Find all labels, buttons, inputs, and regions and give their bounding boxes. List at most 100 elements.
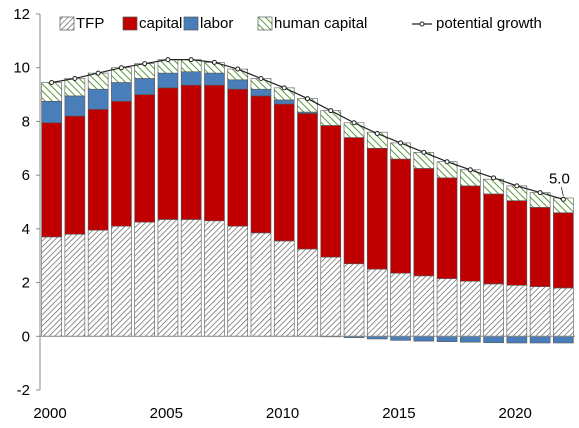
bar-human-capital-2019 [483,178,504,195]
legend-label-labor: labor [200,15,233,32]
bar-labor-2021 [529,335,551,344]
bar-tfp-2010 [273,240,295,337]
bar-labor-2002 [87,88,109,110]
legend-swatch-human-capital [257,16,273,31]
bar-labor-2003 [111,82,132,102]
potential-growth-point-2003 [118,65,124,71]
bar-capital-2002 [87,109,109,231]
bar-tfp-2019 [483,283,504,337]
bar-capital-2004 [134,94,155,223]
bar-capital-2007 [204,84,225,222]
bar-tfp-2002 [87,229,109,337]
bar-tfp-2015 [390,272,411,337]
potential-growth-layer: 5.0 [49,57,570,202]
bar-tfp-2013 [343,263,365,337]
bar-tfp-2012 [320,256,342,337]
bar-labor-2018 [460,335,481,343]
bar-labor-2019 [483,335,504,344]
bar-tfp-2011 [297,248,318,337]
bar-tfp-2021 [529,286,551,337]
potential-growth-point-2019 [491,175,497,181]
bar-labor-2001 [64,95,86,117]
annotation-label: 5.0 [549,170,570,187]
potential-growth-point-2007 [211,59,217,65]
bar-tfp-2018 [460,280,481,337]
bar-labor-2006 [180,71,202,86]
bar-tfp-2016 [413,275,435,337]
x-tick-label: 2015 [382,405,415,422]
bar-tfp-2020 [506,284,528,337]
bar-capital-2003 [111,100,132,227]
bar-capital-2001 [64,115,86,235]
potential-growth-point-2013 [351,120,357,126]
potential-growth-point-2018 [467,167,473,173]
bar-labor-2010 [273,99,295,105]
potential-growth-point-2008 [235,66,241,72]
y-tick-label: 12 [13,6,30,23]
bar-labor-2004 [134,78,155,95]
y-tick-label: 8 [22,113,30,130]
bar-human-capital-2001 [64,78,86,97]
y-tick-label: 10 [13,60,30,77]
bar-capital-2009 [250,95,272,234]
potential-growth-point-2020 [514,183,520,189]
bar-tfp-2009 [250,232,272,337]
bar-capital-2021 [529,207,551,287]
bar-tfp-2004 [134,221,155,337]
bar-tfp-2001 [64,233,86,337]
bar-tfp-2017 [436,278,458,337]
bar-capital-2000 [41,122,62,238]
potential-growth-point-2000 [49,79,55,85]
legend-swatch-capital [122,16,138,31]
bar-labor-2015 [390,335,411,341]
y-tick-label: 2 [22,275,30,292]
legend: TFP capital labor human capital potential gr… [59,15,542,32]
bar-labor-2009 [250,88,272,97]
bar-tfp-2006 [180,219,202,337]
legend-swatch-labor [183,16,199,31]
bar-labor-2008 [227,79,249,90]
potential-growth-point-2014 [374,131,380,137]
bar-capital-2020 [506,200,528,286]
bar-capital-2012 [320,125,342,258]
legend-label-potential-growth: potential growth [436,15,542,32]
bar-labor-2000 [41,100,62,124]
bar-capital-2010 [273,103,295,242]
potential-growth-point-2016 [421,149,427,155]
y-tick-label: 6 [22,167,30,184]
bar-capital-2006 [180,84,202,220]
bar-labor-2017 [436,335,458,342]
bar-labor-2020 [506,335,528,344]
potential-growth-point-2009 [258,75,264,81]
legend-label-tfp: TFP [76,15,104,32]
potential-growth-point-2021 [537,190,543,196]
legend-swatch-marker [419,21,425,27]
bar-labor-2007 [204,72,225,86]
x-tick-label: 2010 [266,405,299,422]
bar-capital-2013 [343,137,365,265]
potential-growth-point-2010 [281,85,287,91]
bar-capital-2016 [413,168,435,277]
legend-swatch-tfp [59,16,75,31]
x-tick-label: 2005 [150,405,183,422]
bar-capital-2008 [227,88,249,227]
y-tick-label: 0 [22,328,30,345]
potential-growth-point-2017 [444,159,450,165]
y-tick-label: -2 [17,382,30,399]
bar-tfp-2005 [157,219,179,337]
bar-labor-2016 [413,335,435,342]
potential-growth-point-2012 [328,108,334,114]
bar-capital-2005 [157,87,179,220]
bars-layer [41,59,574,344]
potential-growth-point-2022 [560,196,566,202]
annotation-leader [560,187,564,197]
potential-growth-point-2004 [142,61,148,67]
potential-growth-point-2006 [188,57,194,63]
bar-tfp-2022 [553,287,574,337]
bar-labor-2022 [553,335,574,344]
bar-labor-2005 [157,72,179,89]
potential-growth-point-2005 [165,57,171,63]
bar-tfp-2008 [227,225,249,337]
bar-capital-2018 [460,185,481,282]
